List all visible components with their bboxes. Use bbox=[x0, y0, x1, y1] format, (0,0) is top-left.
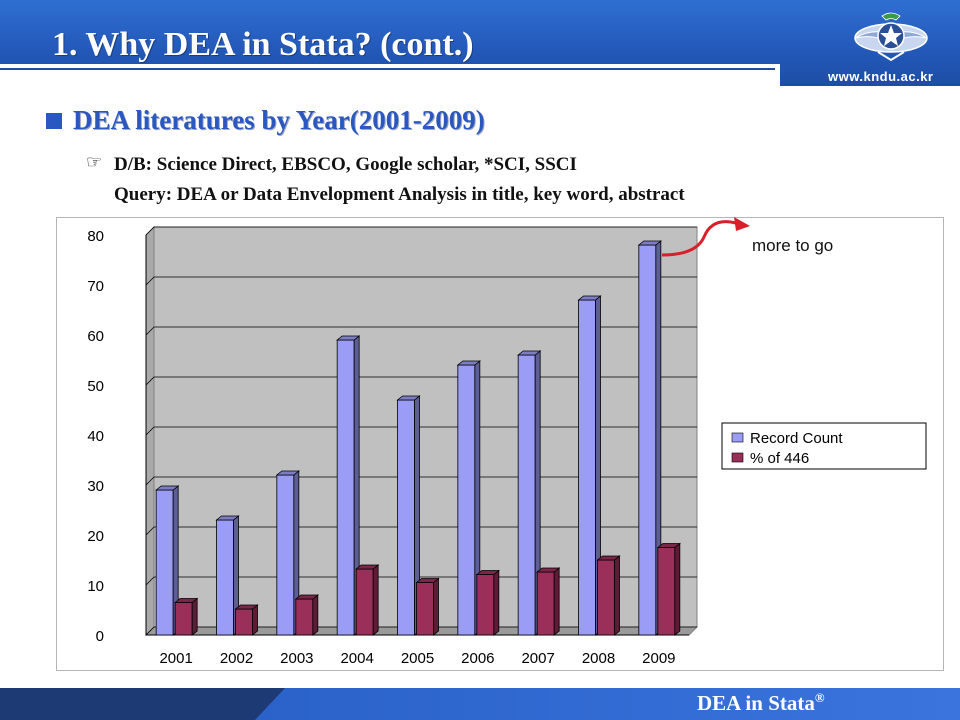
gridline bbox=[145, 326, 697, 336]
y-tick-label: 60 bbox=[87, 328, 104, 345]
legend-swatch-percent bbox=[731, 452, 744, 463]
y-tick-label: 50 bbox=[87, 378, 104, 395]
section-bullet-icon bbox=[46, 113, 62, 129]
gridline bbox=[145, 226, 697, 236]
x-tick-label: 2007 bbox=[521, 650, 554, 667]
bar-percent bbox=[597, 559, 615, 636]
bar-percent bbox=[476, 574, 495, 636]
legend-label-record-count: Record Count bbox=[750, 430, 843, 447]
bar-record-count-top bbox=[517, 350, 542, 356]
bar-percent bbox=[235, 608, 253, 636]
slide-title: 1. Why DEA in Stata? (cont.) bbox=[52, 26, 474, 63]
footer-title: DEA in Stata bbox=[697, 691, 815, 715]
y-tick-label: 80 bbox=[87, 228, 104, 245]
x-tick-label: 2008 bbox=[582, 650, 615, 667]
y-tick-label: 20 bbox=[87, 528, 104, 545]
bar-record-count bbox=[638, 244, 657, 636]
bar-record-count bbox=[276, 474, 295, 636]
bar-record-count bbox=[578, 299, 596, 636]
annotation-more-to-go: more to go bbox=[752, 236, 834, 255]
x-tick-label: 2002 bbox=[220, 650, 253, 667]
gridline bbox=[145, 426, 697, 436]
bar-percent-side bbox=[433, 577, 439, 636]
bar-record-count bbox=[336, 339, 355, 636]
bar-record-count-top bbox=[215, 515, 240, 521]
bar-percent-top bbox=[355, 564, 380, 570]
bar-percent bbox=[174, 602, 193, 636]
bar-percent-side bbox=[252, 604, 258, 636]
x-tick-label: 2001 bbox=[159, 650, 192, 667]
gridline bbox=[145, 626, 697, 636]
bar-percent bbox=[295, 598, 314, 636]
x-tick-label: 2005 bbox=[401, 650, 434, 667]
footer-label: DEA in Stata® bbox=[697, 690, 825, 716]
section-heading: DEA literatures by Year(2001-2009) bbox=[73, 105, 485, 135]
bar-record-count bbox=[517, 354, 536, 636]
gridline bbox=[145, 376, 697, 386]
university-emblem-icon bbox=[854, 12, 928, 62]
bar-chart: 0 10 20 30 40 50 60 70 80 2001 2002 2003 2004 2005 200… bbox=[87, 217, 927, 667]
x-tick-label: 2006 bbox=[461, 650, 494, 667]
registered-mark: ® bbox=[814, 690, 825, 705]
bar-record-count-top bbox=[396, 395, 421, 401]
bar-record-count-top bbox=[577, 295, 602, 301]
footer-right-block bbox=[255, 688, 960, 720]
y-tick-label: 40 bbox=[87, 428, 104, 445]
bar-percent-side bbox=[674, 542, 681, 636]
bar-percent-top bbox=[536, 567, 561, 573]
bar-percent-top bbox=[174, 598, 199, 603]
annotation-arrow bbox=[661, 220, 737, 257]
bar-record-count bbox=[397, 399, 415, 636]
bar-record-count-top bbox=[336, 335, 361, 341]
y-tick-label: 70 bbox=[87, 278, 104, 295]
header-rule bbox=[0, 68, 775, 70]
bar-record-count-top bbox=[155, 485, 180, 491]
gridline bbox=[145, 476, 697, 486]
bar-record-count-top bbox=[275, 470, 300, 476]
bar-percent-top bbox=[234, 604, 259, 610]
bar-percent-top bbox=[415, 578, 440, 583]
bar-percent-top bbox=[475, 570, 500, 575]
bar-record-count bbox=[457, 364, 476, 636]
bar-percent-side bbox=[553, 567, 560, 636]
bar-record-count bbox=[216, 519, 234, 636]
x-tick-label: 2003 bbox=[280, 650, 313, 667]
bar-percent-side bbox=[614, 555, 620, 636]
bar-record-count bbox=[155, 489, 174, 636]
y-tick-label: 30 bbox=[87, 478, 104, 495]
bar-percent-side bbox=[493, 569, 500, 636]
bar-percent bbox=[355, 568, 374, 636]
bar-percent bbox=[657, 547, 676, 636]
bar-percent bbox=[416, 582, 434, 636]
database-line: D/B: Science Direct, EBSCO, Google schol… bbox=[114, 154, 577, 175]
x-tick-label: 2009 bbox=[642, 650, 675, 667]
legend-label-percent: % of 446 bbox=[750, 450, 809, 467]
bar-percent-side bbox=[312, 594, 319, 636]
pointing-hand-icon: ☞ bbox=[86, 152, 103, 172]
gridline bbox=[145, 526, 697, 536]
bar-percent-side bbox=[191, 597, 198, 636]
gridline bbox=[145, 276, 697, 286]
bar-percent-top bbox=[294, 594, 319, 600]
legend-swatch-record-count bbox=[731, 432, 744, 443]
y-tick-label: 10 bbox=[87, 578, 104, 595]
bar-percent-top bbox=[656, 543, 681, 548]
annotation-arrowhead-icon bbox=[734, 217, 750, 231]
bar-percent-side bbox=[372, 564, 379, 636]
bar-record-count-top bbox=[456, 360, 481, 366]
query-line: Query: DEA or Data Envelopment Analysis … bbox=[114, 184, 685, 205]
slide-header: 1. Why DEA in Stata? (cont.) www.kndu.ac… bbox=[0, 0, 960, 96]
x-tick-label: 2004 bbox=[340, 650, 373, 667]
bar-record-count-top bbox=[637, 240, 662, 246]
y-tick-label: 0 bbox=[96, 628, 104, 645]
bar-percent-top bbox=[596, 555, 621, 561]
bar-percent bbox=[536, 571, 555, 636]
legend-box bbox=[721, 422, 927, 470]
website-url[interactable]: www.kndu.ac.kr bbox=[828, 69, 934, 84]
gridline bbox=[145, 576, 697, 586]
